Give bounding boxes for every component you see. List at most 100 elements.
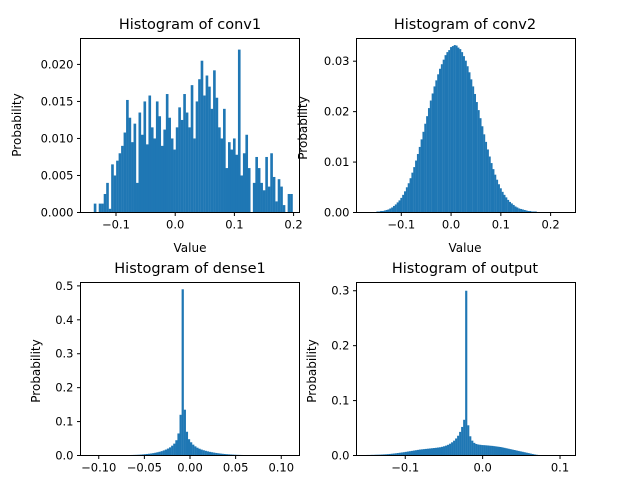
histogram-bar (158, 116, 162, 213)
histogram-bar (153, 138, 157, 213)
histogram-bar (398, 200, 401, 213)
histogram-bar (140, 134, 144, 213)
histogram-bar (497, 446, 500, 456)
histogram-bar (472, 86, 475, 213)
histogram-bar (529, 453, 532, 456)
y-tick-label: 0.02 (324, 105, 350, 119)
histogram-bar (497, 184, 500, 213)
histogram-bar (123, 132, 127, 213)
histogram-bar (204, 450, 207, 456)
histogram-bar (464, 60, 467, 213)
histogram-bar (215, 97, 219, 213)
bars (366, 290, 548, 456)
y-tick-label: 0.000 (41, 206, 74, 220)
histogram-bar (390, 453, 393, 456)
histogram-bar (462, 56, 465, 213)
y-tick-label: 0.5 (55, 279, 73, 293)
y-tick-label: 0.3 (55, 347, 73, 361)
x-tick-label: −0.1 (391, 461, 419, 475)
histogram-bar (166, 448, 170, 456)
histogram-bar (150, 127, 154, 213)
histogram-bar (106, 182, 109, 213)
histogram-bar (488, 156, 491, 213)
plot-frame (356, 38, 576, 213)
histogram-bar (198, 448, 201, 456)
histogram-bar (453, 45, 456, 213)
histogram-bar (511, 449, 514, 456)
histogram-bar (171, 445, 174, 456)
histogram-bar (529, 210, 532, 213)
histogram-bar (93, 203, 97, 213)
chart-title: Histogram of conv2 (394, 17, 536, 33)
x-tick-label: 0.1 (551, 461, 569, 475)
histogram-bar (523, 452, 526, 456)
histogram-bar (523, 209, 526, 213)
y-axis-label: Probability (305, 339, 319, 402)
bars (376, 45, 561, 213)
histogram-bar (430, 448, 434, 456)
histogram-bar (173, 443, 176, 456)
x-tick-label: 0.05 (223, 461, 249, 475)
histogram-bar (415, 160, 418, 213)
histogram-bar (290, 193, 293, 213)
histogram-bar (215, 452, 218, 456)
histogram-bar (113, 175, 117, 213)
histogram-bar (514, 206, 517, 213)
histogram-bar (451, 442, 454, 456)
histogram-bar (196, 447, 199, 456)
y-tick-label: 0.03 (324, 54, 350, 68)
histogram-bar (160, 451, 163, 456)
histogram-bar (179, 414, 182, 456)
histogram-bar (260, 182, 263, 213)
histogram-bar (275, 201, 278, 213)
histogram-bar (481, 445, 484, 456)
histogram-bar (257, 168, 261, 213)
histogram-bar (136, 182, 139, 213)
histogram-bar (437, 74, 440, 213)
histogram-bar (517, 450, 520, 456)
histogram-bar (483, 445, 486, 456)
y-tick-label: 0.1 (55, 415, 73, 429)
ticks: −0.1 0.0 0.1 0.2 0.00 0.01 0.02 0.03 (324, 54, 560, 231)
x-tick-label: −0.10 (81, 461, 116, 475)
histogram-bar (507, 448, 510, 456)
x-tick-label: 0.0 (166, 218, 184, 232)
histogram-bar (525, 452, 528, 456)
histogram-bar (448, 50, 451, 213)
histogram-bar (270, 153, 273, 213)
histogram-bar (418, 146, 421, 213)
histogram-bar (384, 454, 387, 456)
histogram-bar (242, 153, 246, 213)
histogram-bar (380, 210, 383, 213)
histogram-bar (221, 453, 224, 456)
histogram-bar (432, 448, 436, 456)
histogram-bar (255, 156, 258, 213)
histogram-bar (383, 210, 386, 213)
histogram-bar (213, 452, 216, 456)
histogram-bar (220, 138, 224, 213)
histogram-bar (446, 52, 449, 213)
histogram-bar (287, 193, 291, 213)
histogram-bar (420, 449, 424, 456)
histogram-bar (475, 443, 478, 456)
histogram-bar (143, 101, 147, 213)
histogram-bar (442, 59, 445, 213)
y-tick-label: 0.020 (41, 57, 74, 71)
histogram-bar (280, 186, 283, 213)
histogram-bar (158, 451, 161, 456)
y-tick-label: 0.005 (41, 168, 74, 182)
histogram-bar (436, 447, 440, 456)
histogram-bar (272, 176, 276, 213)
histogram-bar (431, 93, 434, 213)
histogram-bar (474, 93, 477, 213)
histogram-bar (499, 446, 502, 456)
x-tick-label: 0.00 (177, 461, 203, 475)
histogram-bar (162, 450, 165, 456)
histogram-bar (155, 101, 159, 213)
histogram-bar (433, 86, 436, 213)
histogram-bar (422, 131, 425, 213)
histogram-bar (449, 443, 452, 456)
histogram-bar (533, 454, 536, 456)
histogram-bar (407, 183, 410, 213)
histogram-bar (160, 145, 164, 213)
